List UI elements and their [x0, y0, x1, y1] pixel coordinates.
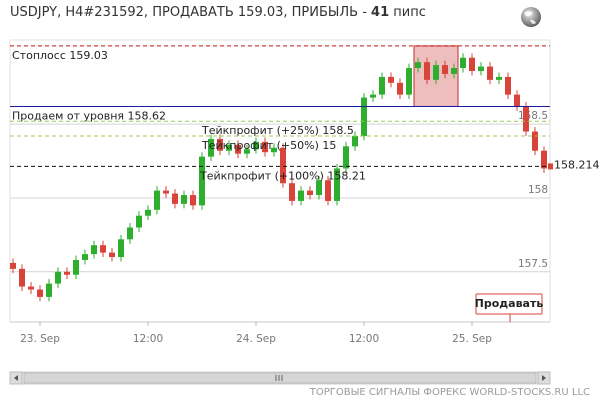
x-tick-label: 23. Sep [20, 333, 60, 345]
candle-body [316, 180, 322, 196]
candle-body [442, 65, 448, 74]
candle-body [208, 138, 214, 157]
candle-body [217, 138, 223, 151]
candle-body [37, 289, 43, 297]
candle-body [235, 144, 241, 154]
candle-body [82, 254, 88, 260]
candle-body [298, 190, 304, 201]
level-value-label: 158.214 [554, 158, 600, 171]
candle-body [307, 190, 313, 196]
candle-body [28, 286, 34, 290]
y-tick-label: 158 [528, 184, 548, 196]
candle-body [433, 65, 439, 80]
candle-body [55, 271, 61, 284]
candle-body [424, 62, 430, 80]
candle-body [334, 168, 340, 201]
candle-body [406, 68, 412, 95]
level-label: Тейкпрофит (+100%) 158.21 [199, 169, 366, 182]
candle-body [199, 156, 205, 206]
candle-body [532, 131, 538, 151]
candle-body [415, 62, 421, 69]
candle-body [541, 150, 547, 169]
candle-body [478, 66, 484, 72]
level-label: Тейкпрофит (+25%) 158.5 [201, 124, 354, 137]
candle-body [172, 193, 178, 204]
candle-body [244, 149, 250, 154]
candle-body [325, 180, 331, 201]
candle-body [352, 135, 358, 147]
candle-body [262, 141, 268, 153]
candle-body [91, 245, 97, 255]
button-label[interactable]: Продавать [475, 297, 544, 310]
y-tick-label: 157.5 [518, 258, 548, 270]
candle-body [163, 190, 169, 194]
candle-body [397, 82, 403, 95]
candle-body [136, 215, 142, 228]
footer: ТОРГОВЫЕ СИГНАЛЫ ФОРЕКС WORLD-STOCKS.RU … [309, 387, 590, 398]
level-label: Продаем от уровня 158.62 [12, 109, 166, 122]
candle-body [289, 183, 295, 201]
candle-body [487, 66, 493, 80]
candle-body [100, 245, 106, 253]
candle-body [514, 94, 520, 107]
candle-body [154, 190, 160, 210]
candle-body [73, 259, 79, 275]
y-tick-label: 158.5 [518, 110, 548, 122]
candle-body [46, 283, 52, 297]
level-label: Тейкпрофит (+50%) 15 [201, 139, 336, 152]
level-label: Стоплосс 159.03 [12, 49, 108, 62]
candle-body [271, 147, 277, 153]
candle-body [190, 195, 196, 206]
candle-body [379, 76, 385, 95]
candle-body [109, 252, 115, 258]
candle-body [10, 262, 16, 269]
x-tick-label: 25. Sep [452, 333, 492, 345]
candle-body [118, 239, 124, 258]
candle-body [505, 76, 511, 95]
x-tick-label: 24. Sep [236, 333, 276, 345]
candle-body [388, 76, 394, 83]
candle-body [343, 146, 349, 169]
candle-body [496, 76, 502, 80]
x-tick-label: 12:00 [133, 333, 163, 345]
candle-body [127, 227, 133, 240]
globe-icon[interactable] [521, 7, 541, 27]
x-tick-label: 12:00 [349, 333, 379, 345]
candle-body [370, 94, 376, 98]
candle-body [64, 271, 70, 275]
candle-body [523, 106, 529, 132]
candle-body [280, 147, 286, 184]
candle-body [253, 141, 259, 150]
scrollbar[interactable] [9, 371, 551, 385]
level-marker [548, 163, 553, 170]
candle-body [460, 57, 466, 69]
candle-body [451, 68, 457, 74]
candle-body [226, 144, 232, 151]
candle-body [469, 57, 475, 72]
candle-body [361, 97, 367, 136]
chart-title: USDJPY, H4#231592, ПРОДАВАТЬ 159.03, ПРИ… [10, 5, 426, 20]
candle-body [145, 209, 151, 216]
sell-button[interactable]: Продавать [475, 293, 544, 322]
candle-body [19, 268, 25, 287]
candle-body [181, 195, 187, 204]
